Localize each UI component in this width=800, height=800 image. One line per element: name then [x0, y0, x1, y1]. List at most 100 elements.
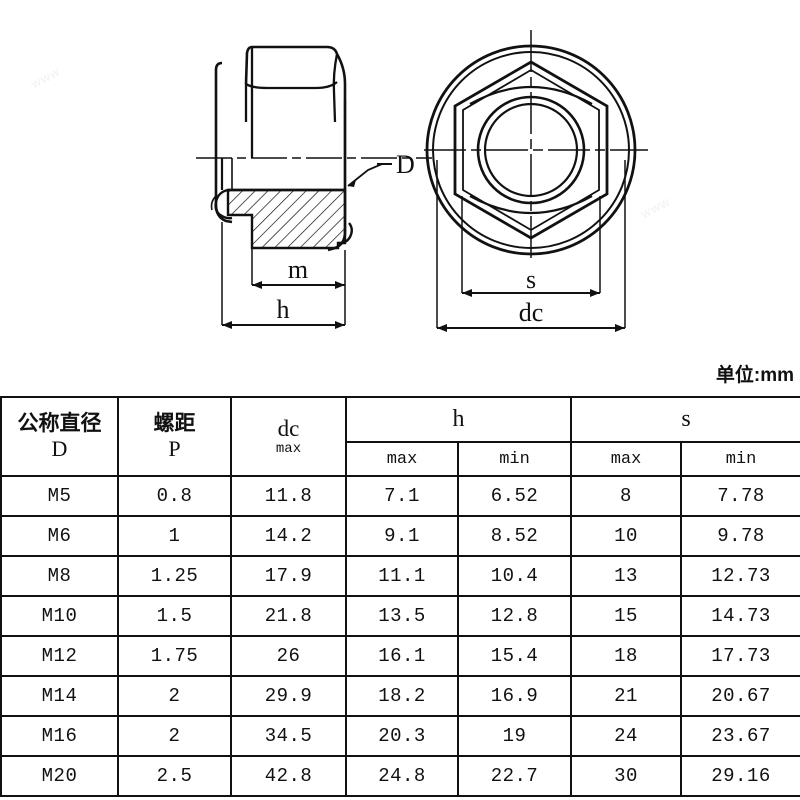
cell-h-min: 15.4	[457, 635, 572, 677]
dim-arrow-h-left	[222, 321, 232, 329]
label-dc: dc	[519, 298, 544, 327]
cell-s-max: 10	[570, 515, 682, 557]
label-m: m	[288, 255, 308, 284]
cell-P: 2	[117, 715, 232, 757]
thread-inner-circle	[483, 102, 579, 198]
cell-D: M6	[0, 515, 119, 557]
label-D: D	[396, 150, 415, 179]
label-s: s	[526, 265, 536, 294]
cell-h-min: 10.4	[457, 555, 572, 597]
header-dc: dc max	[230, 396, 347, 477]
d-leader-arrow	[348, 180, 356, 187]
header-pitch-cn: 螺距	[153, 411, 196, 435]
cell-P: 1.25	[117, 555, 232, 597]
header-group-s: s	[570, 396, 800, 443]
cell-D: M10	[0, 595, 119, 637]
header-nominal-diameter-cn: 公称直径	[17, 411, 102, 435]
cell-h-min: 12.8	[457, 595, 572, 637]
cell-dc-max: 17.9	[230, 555, 347, 597]
cell-s-min: 9.78	[680, 515, 800, 557]
cell-h-max: 13.5	[345, 595, 459, 637]
hex-face-right	[332, 53, 339, 123]
cell-D: M14	[0, 675, 119, 717]
cell-D: M12	[0, 635, 119, 677]
cell-h-min: 16.9	[457, 675, 572, 717]
chamfer-arc-top	[469, 85, 593, 105]
technical-drawing: D m h	[0, 0, 800, 356]
cell-h-max: 18.2	[345, 675, 459, 717]
cell-dc-max: 34.5	[230, 715, 347, 757]
cell-s-min: 7.78	[680, 475, 800, 517]
table-row: M8 1.25 17.9 11.1 10.4 13 12.73	[0, 555, 800, 597]
specification-table: 公称直径 D 螺距 P dc max h s max min max min	[0, 396, 800, 797]
header-group-h: h	[345, 396, 572, 443]
cell-P: 1.75	[117, 635, 232, 677]
hexagon-outline	[453, 60, 609, 240]
cell-s-max: 8	[570, 475, 682, 517]
header-pitch-sym: P	[168, 435, 181, 461]
cell-h-max: 16.1	[345, 635, 459, 677]
cell-s-min: 20.67	[680, 675, 800, 717]
flange-skirt-left-inner	[210, 195, 217, 211]
header-dc-sub: max	[275, 440, 302, 457]
cell-h-max: 7.1	[345, 475, 459, 517]
cell-h-min: 8.52	[457, 515, 572, 557]
cell-dc-max: 11.8	[230, 475, 347, 517]
hex-body-top	[252, 45, 339, 55]
dim-arrow-dc-right	[615, 324, 625, 332]
cell-s-min: 14.73	[680, 595, 800, 637]
hex-body-right-edge	[335, 53, 347, 158]
cell-P: 2	[117, 675, 232, 717]
cell-s-max: 15	[570, 595, 682, 637]
header-nominal-diameter-sym: D	[51, 435, 68, 461]
table-row: M14 2 29.9 18.2 16.9 21 20.67	[0, 675, 800, 717]
cell-s-max: 24	[570, 715, 682, 757]
cell-dc-max: 29.9	[230, 675, 347, 717]
cell-D: M20	[0, 755, 119, 797]
cell-h-min: 19	[457, 715, 572, 757]
cell-dc-max: 26	[230, 635, 347, 677]
dim-arrow-dc-left	[437, 324, 447, 332]
table-row: M10 1.5 21.8 13.5 12.8 15 14.73	[0, 595, 800, 637]
cell-P: 1	[117, 515, 232, 557]
table-row: M12 1.75 26 16.1 15.4 18 17.73	[0, 635, 800, 677]
side-section-view: D m h	[196, 45, 432, 329]
d-leader-line	[347, 163, 383, 187]
cell-P: 0.8	[117, 475, 232, 517]
cell-dc-max: 42.8	[230, 755, 347, 797]
dim-arrow-h-right	[335, 321, 345, 329]
header-pitch: 螺距 P	[117, 396, 232, 477]
cell-s-min: 12.73	[680, 555, 800, 597]
flange-skirt-left	[214, 188, 233, 220]
header-dc-main: dc	[277, 415, 300, 441]
table-row: M16 2 34.5 20.3 19 24 23.67	[0, 715, 800, 757]
specification-table-body: M5 0.8 11.8 7.1 6.52 8 7.78 M6 1 14.2 9.1 8.52 10 9.7…	[0, 475, 800, 797]
cell-s-min: 17.73	[680, 635, 800, 677]
cell-D: M16	[0, 715, 119, 757]
header-h-max: max	[345, 441, 459, 477]
table-row: M5 0.8 11.8 7.1 6.52 8 7.78	[0, 475, 800, 517]
cell-h-min: 22.7	[457, 755, 572, 797]
dim-arrow-m-right	[335, 281, 345, 289]
cell-h-max: 24.8	[345, 755, 459, 797]
cell-h-max: 9.1	[345, 515, 459, 557]
flange-outer-circle	[425, 44, 637, 256]
table-row: M20 2.5 42.8 24.8 22.7 30 29.16	[0, 755, 800, 797]
front-plan-view: s dc	[424, 30, 648, 332]
cell-s-min: 29.16	[680, 755, 800, 797]
cell-h-max: 20.3	[345, 715, 459, 757]
flange-inner-circle	[432, 51, 630, 249]
dim-arrow-s-right	[590, 289, 600, 297]
cell-h-max: 11.1	[345, 555, 459, 597]
cell-D: M8	[0, 555, 119, 597]
cell-D: M5	[0, 475, 119, 517]
cell-s-max: 13	[570, 555, 682, 597]
table-row: M6 1 14.2 9.1 8.52 10 9.78	[0, 515, 800, 557]
cell-dc-max: 14.2	[230, 515, 347, 557]
cell-s-min: 23.67	[680, 715, 800, 757]
dim-arrow-m-left	[252, 281, 262, 289]
hex-chamfer-line	[245, 81, 338, 90]
hexagon-chamfer	[462, 68, 600, 232]
label-h: h	[277, 295, 290, 324]
